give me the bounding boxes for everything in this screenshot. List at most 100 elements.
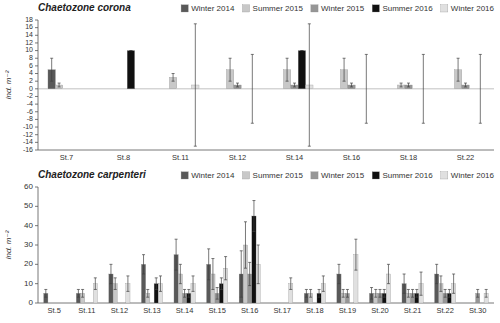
y-tick (35, 81, 38, 82)
bar (272, 303, 276, 304)
y-tick-label: -4 (27, 100, 33, 107)
x-tick-label: St.22 (436, 306, 454, 315)
series (182, 262, 479, 303)
error-bar (422, 54, 425, 123)
error-bar (387, 264, 390, 283)
legend-swatch (242, 5, 249, 12)
error-bar (240, 251, 243, 297)
error-bar (94, 278, 97, 290)
y-axis-line (38, 20, 39, 150)
y-tick-label: -14 (23, 138, 33, 145)
x-tick-label: St.11 (172, 153, 189, 162)
bar (162, 88, 169, 89)
error-bar (293, 83, 296, 87)
y-tick (35, 119, 38, 120)
legend-label: Winter 2016 (451, 171, 495, 180)
y-tick (35, 73, 38, 74)
error-bar (464, 83, 467, 87)
error-bar (452, 274, 455, 293)
x-tick-label: St.15 (208, 306, 226, 315)
bar (184, 88, 191, 89)
y-tick-label: 40 (24, 221, 33, 230)
error-bar (220, 278, 223, 290)
error-bar (309, 289, 312, 297)
bar (177, 88, 184, 89)
bar (117, 303, 121, 304)
error-bar (244, 222, 247, 268)
error-bar (407, 289, 410, 297)
error-bar (50, 58, 53, 81)
error-bar (236, 83, 239, 87)
error-bar (343, 58, 346, 81)
error-bar (415, 289, 418, 297)
y-tick-label: 0 (29, 85, 33, 92)
error-bar (129, 50, 132, 51)
error-bar (400, 83, 403, 87)
error-bar (289, 278, 292, 290)
x-tick-label: St.16 (343, 153, 361, 162)
figure: -16-14-12-10-8-6-4-2024681012141618ind. … (0, 0, 500, 323)
x-tick-label: St.18 (400, 153, 418, 162)
error-bar (411, 289, 414, 297)
bar (52, 303, 56, 304)
x-tick-label: St.18 (306, 306, 324, 315)
error-bar (224, 257, 227, 280)
x-tick-label: St.11 (78, 306, 95, 315)
error-bar (146, 289, 149, 297)
error-bar (342, 289, 345, 297)
error-bar (374, 289, 377, 297)
error-bar (252, 201, 255, 232)
series (127, 51, 305, 89)
legend-label: Winter 2015 (321, 4, 365, 13)
error-bar (407, 83, 410, 87)
series (154, 201, 451, 303)
y-tick-label: 20 (24, 259, 33, 268)
bar (350, 303, 354, 304)
x-tick-label: St.21 (404, 306, 422, 315)
error-bar (337, 264, 340, 283)
error-bar (257, 245, 260, 284)
bar (467, 303, 471, 304)
x-tick-label: St.12 (111, 306, 129, 315)
legend-label: Winter 2014 (191, 4, 235, 13)
error-bar (439, 276, 442, 291)
x-tick-label: St.5 (48, 306, 61, 315)
y-tick (35, 150, 38, 151)
bar (333, 88, 340, 89)
y-tick-label: -12 (23, 131, 33, 138)
error-bar (229, 58, 232, 81)
series (234, 83, 469, 89)
y-tick (35, 303, 38, 304)
y-tick (35, 50, 38, 51)
error-bar (350, 83, 353, 87)
bar (276, 303, 280, 304)
y-tick-label: -6 (27, 108, 33, 115)
legend: Winter 2014Summer 2015Winter 2015Summer … (181, 4, 494, 13)
y-tick (35, 35, 38, 36)
error-bar (448, 289, 451, 297)
legend-swatch (441, 172, 448, 179)
y-tick-label: 50 (24, 201, 33, 210)
y-tick-label: 10 (25, 46, 33, 53)
error-bar (444, 289, 447, 297)
error-bar (159, 276, 162, 291)
x-tick-label: St.13 (143, 306, 161, 315)
bar (112, 88, 119, 89)
y-tick-label: 12 (25, 39, 33, 46)
bar (284, 303, 288, 304)
x-tick-label: St.16 (241, 306, 259, 315)
legend-label: Summer 2015 (253, 171, 304, 180)
y-axis-label: ind. m⁻² (4, 230, 13, 259)
error-bar (248, 262, 251, 285)
bar (48, 303, 52, 304)
x-tick-label: St.20 (371, 306, 389, 315)
error-bar (109, 264, 112, 283)
y-tick (35, 206, 38, 207)
error-bar (457, 58, 460, 81)
y-tick-label: 4 (29, 69, 33, 76)
bar (276, 88, 283, 89)
bar (78, 88, 85, 89)
bar (280, 303, 284, 304)
error-bar (207, 249, 210, 280)
bar (85, 303, 89, 304)
